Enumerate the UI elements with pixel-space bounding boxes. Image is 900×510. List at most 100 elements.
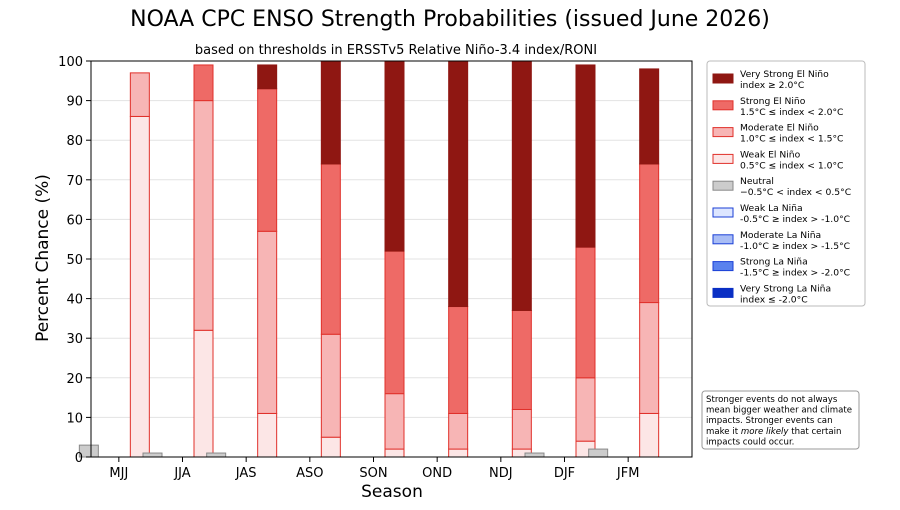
bar-segment-moderate-elnino xyxy=(129,72,150,117)
legend-label: Neutral xyxy=(740,176,774,187)
note-line: mean bigger weather and climate xyxy=(706,406,852,416)
note-frame xyxy=(701,390,860,450)
bar-segment-very-strong-elnino xyxy=(639,68,660,165)
bar-segment-moderate-elnino xyxy=(511,408,532,450)
bar-segment-weak-elnino xyxy=(448,448,469,458)
bars xyxy=(78,60,660,458)
x-tick-label: DJF xyxy=(554,466,575,481)
y-tick-label: 80 xyxy=(66,134,83,149)
bar-segment-very-strong-elnino xyxy=(320,60,341,165)
bar-segment-moderate-elnino xyxy=(257,230,278,414)
y-axis-label: Percent Chance (%) xyxy=(33,174,53,342)
bar-segment-strong-elnino xyxy=(193,64,214,102)
y-tick-label: 70 xyxy=(66,174,83,189)
chart-subtitle: based on thresholds in ERSSTv5 Relative … xyxy=(195,43,597,58)
plot-frame xyxy=(90,60,693,458)
bar-segment-weak-elnino xyxy=(257,412,278,458)
note-text: Stronger events do not always xyxy=(706,395,838,405)
bar-segment-weak-elnino xyxy=(129,115,150,458)
bar-segment-very-strong-elnino xyxy=(257,64,278,90)
note-line: impacts could occur. xyxy=(706,437,794,447)
legend-range: 1.0°C ≤ index < 1.5°C xyxy=(740,134,843,145)
bar-segment-strong-elnino xyxy=(384,250,405,395)
legend-label: Moderate La Niña xyxy=(740,230,821,241)
x-tick-label: JAS xyxy=(235,466,257,481)
bar-segment-weak-elnino xyxy=(320,436,341,458)
bar-segment-neutral xyxy=(206,452,227,458)
legend-label: Strong El Niño xyxy=(740,96,806,107)
legend-swatch xyxy=(712,234,734,245)
bar-segment-strong-elnino xyxy=(575,246,596,379)
note-text: impacts. Stronger events can xyxy=(706,416,833,426)
legend-label: Very Strong La Niña xyxy=(740,283,831,294)
x-tick-label: MJJ xyxy=(109,466,128,481)
legend-range: -1.5°C ≥ index > -2.0°C xyxy=(740,268,850,279)
bar-segment-very-strong-elnino xyxy=(384,60,405,252)
bar-segment-strong-elnino xyxy=(257,88,278,232)
x-tick-label: JFM xyxy=(616,466,640,481)
bar-segment-strong-elnino xyxy=(639,163,660,304)
bar-segment-moderate-elnino xyxy=(448,412,469,450)
legend-label: Weak La Niña xyxy=(740,203,803,214)
bar-segment-moderate-elnino xyxy=(384,393,405,450)
bar-segment-strong-elnino xyxy=(320,163,341,335)
bar-segment-strong-elnino xyxy=(448,306,469,414)
y-tick-label: 20 xyxy=(66,372,83,387)
bar-segment-neutral xyxy=(142,452,163,458)
note-line: make it more likely that certain xyxy=(706,427,841,437)
bar-segment-very-strong-elnino xyxy=(575,64,596,248)
note-line: Stronger events do not always xyxy=(706,395,838,405)
axes: MJJ JJA JAS ASO SON OND NDJ DJF JFM 0 10 20 30 40 50 60… xyxy=(58,55,693,481)
legend-swatch xyxy=(712,180,734,191)
note-text: mean bigger weather and climate xyxy=(706,406,852,416)
y-tick-label: 90 xyxy=(66,95,83,110)
x-axis-label: Season xyxy=(361,482,423,502)
legend-swatch xyxy=(712,261,734,272)
x-tick-label: NDJ xyxy=(489,466,513,481)
bar-segment-moderate-elnino xyxy=(575,377,596,442)
chart-title: NOAA CPC ENSO Strength Probabilities (is… xyxy=(130,7,770,32)
bar-segment-very-strong-elnino xyxy=(511,60,532,311)
legend-range: 0.5°C ≤ index < 1.0°C xyxy=(740,160,843,171)
y-tick-label: 60 xyxy=(66,213,83,228)
y-tick-label: 40 xyxy=(66,293,83,308)
legend-range: index ≤ -2.0°C xyxy=(740,294,808,305)
legend-range: −0.5°C < index < 0.5°C xyxy=(740,187,851,198)
bar-segment-weak-elnino xyxy=(639,412,660,458)
bar-segment-strong-elnino xyxy=(511,309,532,410)
x-tick-label: ASO xyxy=(296,466,323,481)
x-tick-label: SON xyxy=(359,466,387,481)
legend-label: Strong La Niña xyxy=(740,257,808,268)
legend-range: index ≥ 2.0°C xyxy=(740,80,804,91)
bar-segment-neutral xyxy=(588,448,609,458)
bar-segment-weak-elnino xyxy=(384,448,405,458)
bar-segment-very-strong-elnino xyxy=(448,60,469,308)
x-tick-label: JJA xyxy=(173,466,190,481)
legend-label: Very Strong El Niño xyxy=(740,69,829,80)
legend-range: 1.5°C ≤ index < 2.0°C xyxy=(740,107,843,118)
note-text: impacts could occur. xyxy=(706,437,794,447)
note-line: impacts. Stronger events can xyxy=(706,416,833,426)
y-tick-label: 0 xyxy=(75,451,83,466)
x-tick-label: OND xyxy=(422,466,452,481)
y-tick-label: 100 xyxy=(58,55,83,70)
legend-range: -1.0°C ≥ index > -1.5°C xyxy=(740,241,850,252)
legend-label: Moderate El Niño xyxy=(740,123,819,134)
bar-segment-moderate-elnino xyxy=(639,302,660,414)
legend-swatch xyxy=(712,127,734,138)
legend-swatch xyxy=(712,287,734,298)
note-text: make it xyxy=(706,427,741,437)
y-tick-label: 10 xyxy=(66,411,83,426)
legend-range: -0.5°C ≥ index > -1.0°C xyxy=(740,214,850,225)
note-emphasis: more likely xyxy=(741,427,790,437)
legend-frame xyxy=(706,60,866,307)
y-tick-label: 50 xyxy=(66,253,83,268)
bar-segment-moderate-elnino xyxy=(193,100,214,331)
legend-swatch xyxy=(712,100,734,111)
legend-swatch xyxy=(712,153,734,164)
bar-segment-neutral xyxy=(524,452,545,458)
note-text: that certain xyxy=(789,427,842,437)
